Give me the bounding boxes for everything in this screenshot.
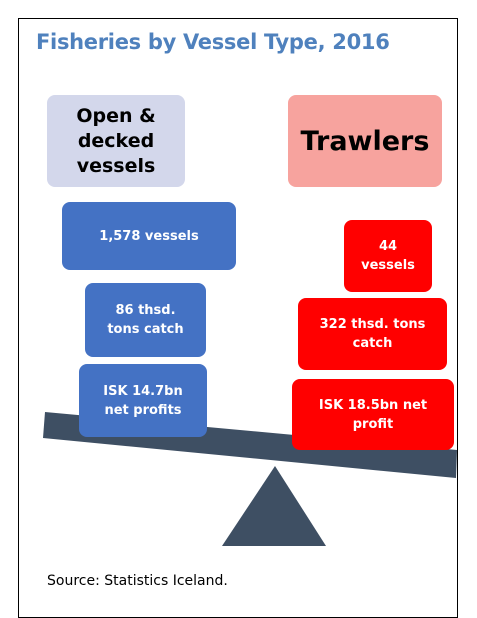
stat-box: 1,578 vessels [62,202,236,270]
box-line: profit [352,416,394,432]
source: Source: Statistics Iceland. [47,573,228,589]
box-line: decked [77,129,155,152]
box-line: Open & [76,104,156,127]
stat-box: 322 thsd. tons catch [298,298,447,370]
group-heading: Trawlers [288,95,442,187]
group-heading: Open & decked vessels [47,95,185,187]
box-line: 44 [378,239,398,254]
box-line: net profits [104,402,182,418]
box-line: 1,578 vessels [99,228,199,244]
box-line: tons catch [107,322,184,337]
stat-box: 44 vessels [344,220,432,292]
stat-box: ISK 18.5bn net profit [292,379,454,450]
box-line: Trawlers [300,125,430,157]
box-line: 322 thsd. tons [319,317,426,332]
page: {"header": {"title": "Fisheries by Vesse… [18,18,458,618]
stat-box: 86 thsd. tons catch [85,283,206,357]
box-line: vessels [76,154,156,177]
box-line: 86 thsd. [115,303,176,318]
box-line: ISK 14.7bn [103,383,183,399]
box-line: catch [352,336,393,351]
fulcrum [222,466,326,546]
box-line: ISK 18.5bn net [318,397,428,413]
box-line: vessels [361,258,415,273]
stat-box: ISK 14.7bn net profits [79,364,207,437]
title: Fisheries by Vessel Type, 2016 [36,30,390,54]
